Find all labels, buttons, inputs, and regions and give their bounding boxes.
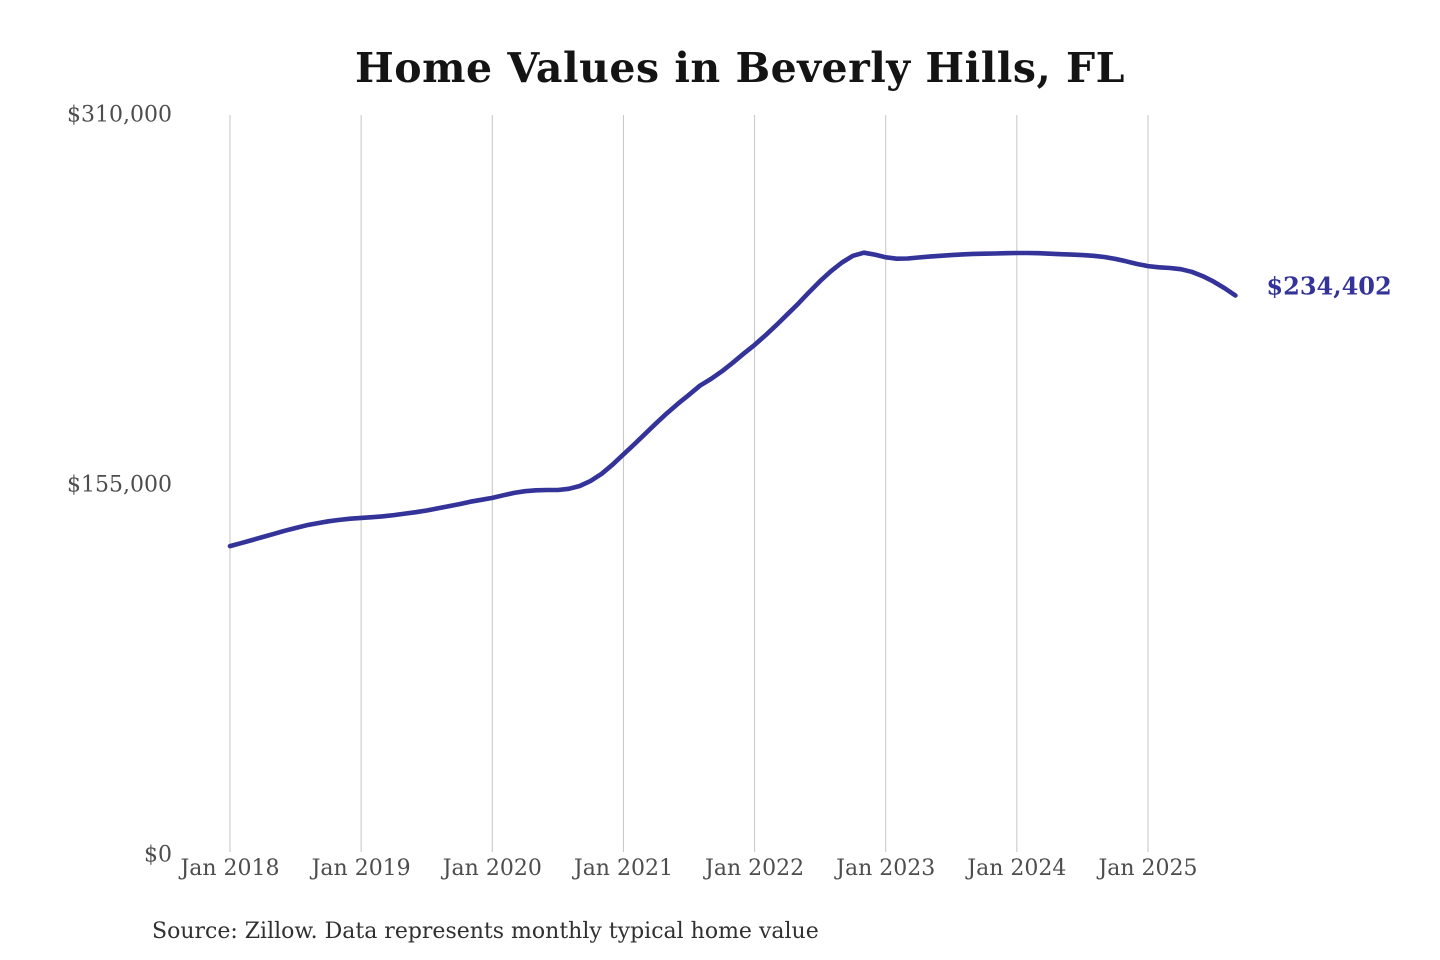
y-axis-tick-label: $0 [144,842,172,868]
x-axis-tick-label: Jan 2019 [311,856,411,881]
current-value-label: $234,402 [1266,271,1392,301]
source-note: Source: Zillow. Data represents monthly … [152,919,819,944]
y-axis-tick-label: $155,000 [67,472,172,498]
x-axis-tick-label: Jan 2022 [705,856,805,881]
chart-title: Home Values in Beverly Hills, FL [355,44,1125,92]
x-axis-tick-label: Jan 2018 [180,856,280,881]
x-axis-tick-label: Jan 2023 [836,856,936,881]
x-axis-tick-label: Jan 2025 [1098,856,1198,881]
gridlines [229,115,1149,852]
x-axis-tick-label: Jan 2021 [573,856,673,881]
y-axis-tick-label: $310,000 [67,102,172,128]
price-line [227,250,1238,549]
x-axis-tick-label: Jan 2020 [442,856,542,881]
x-axis-tick-label: Jan 2024 [967,856,1067,881]
